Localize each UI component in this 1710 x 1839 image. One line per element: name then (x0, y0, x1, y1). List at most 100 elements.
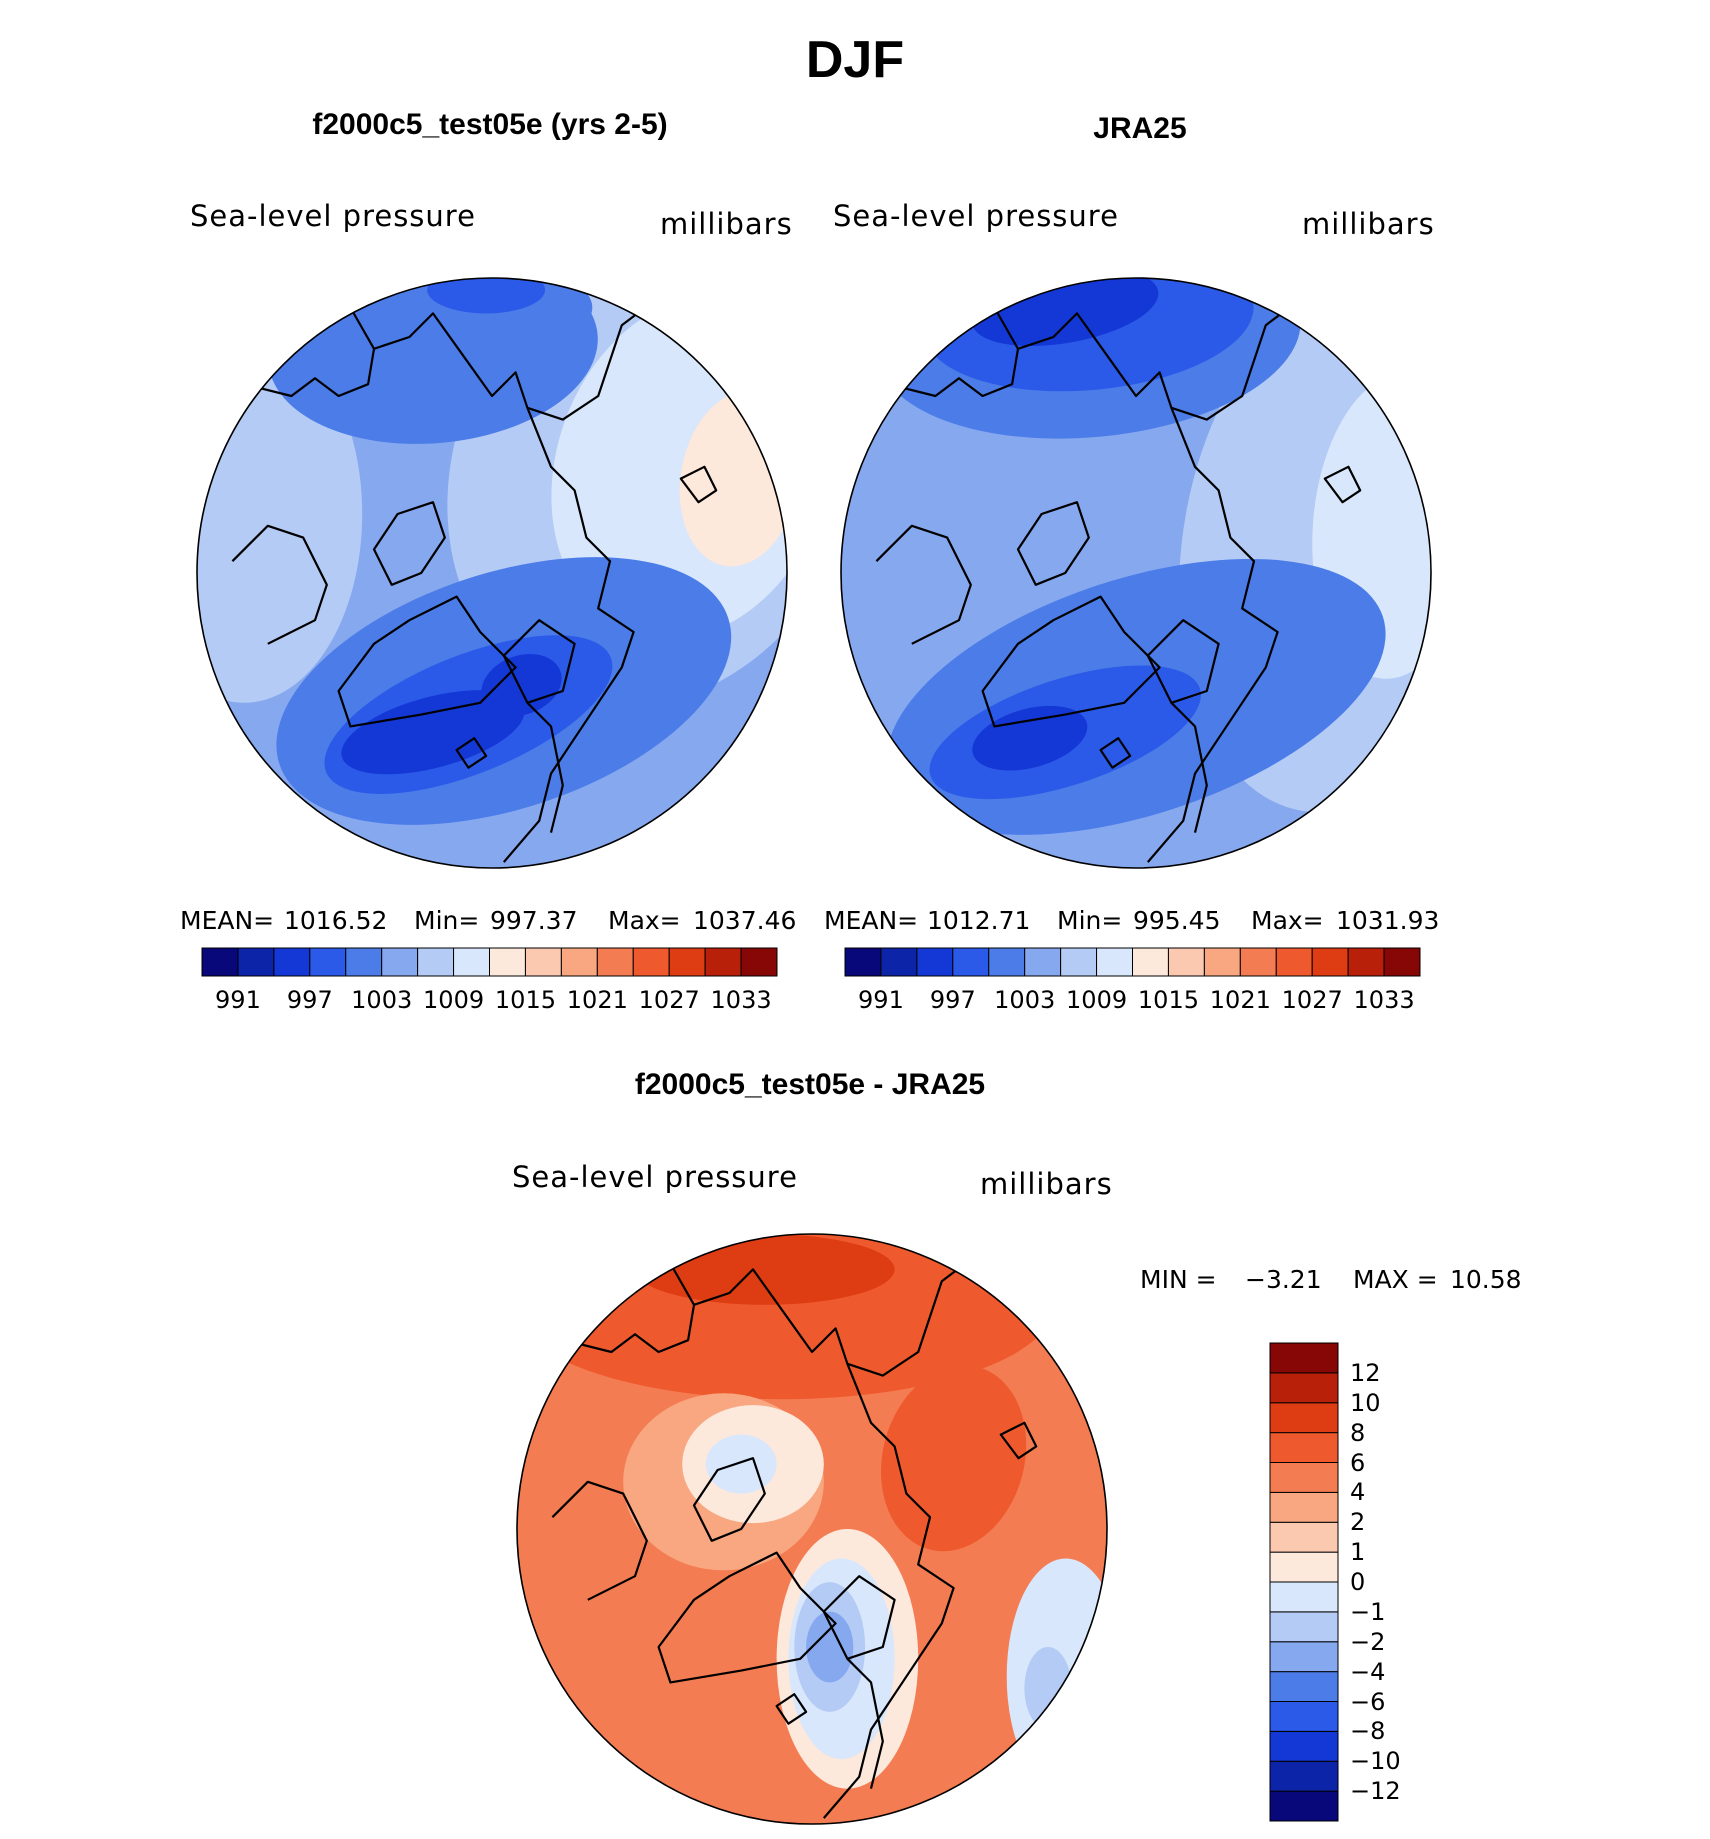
colorbar-tick-label: 1003 (994, 986, 1056, 1014)
colorbar-tick-label: 1009 (1066, 986, 1128, 1014)
panel3-title: f2000c5_test05e - JRA25 (634, 1068, 986, 1101)
coastline (981, 595, 1161, 728)
map-boundary (516, 1233, 1108, 1825)
coastline (1099, 737, 1132, 769)
coastline (846, 1658, 884, 1789)
panel2-min-value: 995.45 (1133, 906, 1221, 935)
panel2-max-value: 1031.93 (1336, 906, 1440, 935)
panel3-max-label: MAX = (1353, 1265, 1438, 1294)
colorbar-swatch (988, 947, 1026, 977)
colorbar-swatch (1311, 947, 1349, 977)
colorbar-swatch (1269, 1521, 1339, 1553)
panel2-max-label: Max= (1251, 906, 1324, 935)
colorbar-tick-label: 1021 (1209, 986, 1271, 1014)
coastline (372, 501, 446, 586)
map-field-1 (197, 278, 787, 868)
colorbar-tick-label: 1 (1350, 1538, 1366, 1567)
panel3-right-label: millibars (980, 1167, 1113, 1201)
colorbar-swatch (1167, 947, 1205, 977)
colorbar-tick-label: 12 (1350, 1358, 1381, 1387)
pressure-contour-region (806, 1611, 854, 1683)
panel1-min-value: 997.37 (490, 906, 578, 935)
colorbar-tick-label: 1015 (494, 986, 556, 1014)
panel1-title: f2000c5_test05e (yrs 2-5) (312, 108, 668, 141)
pressure-contour-region (522, 1703, 866, 1824)
colorbar-swatch (1269, 1402, 1339, 1434)
coastline (231, 524, 328, 645)
panel3-left-label: Sea-level pressure (512, 1160, 798, 1194)
coastlines (551, 1262, 1038, 1819)
colorbar-swatch (1269, 1730, 1339, 1762)
colorbar-tick-label: −2 (1350, 1627, 1386, 1656)
pressure-contour-region (341, 690, 525, 775)
coastlines (231, 306, 718, 863)
colorbar-swatch (880, 947, 918, 977)
colorbar-tick-label: 1021 (566, 986, 628, 1014)
colorbar-swatch (1269, 1342, 1339, 1374)
colorbar-tick-label: 997 (929, 986, 976, 1014)
panel1-max-label: Max= (608, 906, 681, 935)
coastline (822, 1575, 896, 1660)
map-panel-1 (196, 277, 788, 869)
coastline (679, 465, 718, 504)
panel2-right-label: millibars (1302, 207, 1435, 241)
coastline (373, 306, 647, 421)
coastline (657, 1551, 837, 1684)
colorbar-swatch (1269, 1790, 1339, 1822)
colorbar-swatch (417, 947, 455, 977)
colorbar-tick-label: −6 (1350, 1687, 1386, 1716)
colorbar-swatch (1096, 947, 1133, 977)
colorbar-swatch (1275, 947, 1313, 977)
pressure-contour-region (481, 653, 562, 717)
map-boundary (196, 277, 788, 869)
colorbar-tick-label: 1003 (351, 986, 413, 1014)
colorbar-tick-label: −10 (1350, 1747, 1401, 1776)
colorbar-swatch (1269, 1701, 1339, 1732)
colorbar-tick-label: 1027 (1281, 986, 1343, 1014)
colorbar-swatch (632, 947, 670, 977)
colorbar-swatch (740, 947, 778, 977)
colorbar-swatch (704, 947, 742, 977)
coastline (502, 407, 635, 863)
coastline (502, 619, 576, 704)
coastline (1170, 702, 1208, 833)
map-boundary (840, 277, 1432, 869)
coastline (775, 1693, 808, 1725)
colorbar-tick-label: −1 (1350, 1597, 1386, 1626)
colorbar-tick-label: −8 (1350, 1717, 1386, 1746)
panel1-max-value: 1037.46 (693, 906, 797, 935)
colorbar-swatch (273, 947, 311, 977)
colorbar-swatch (345, 947, 383, 977)
coastline (1146, 619, 1220, 704)
map-field-2 (841, 278, 1431, 868)
colorbar-tick-label: 1015 (1137, 986, 1199, 1014)
colorbar-swatch (952, 947, 990, 977)
colorbar-swatch (1239, 947, 1277, 977)
panel1-left-label: Sea-level pressure (190, 199, 476, 233)
colorbar-swatch (1060, 947, 1098, 977)
colorbar-swatch (524, 947, 562, 977)
coastlines (875, 306, 1362, 863)
panel2-mean-label: MEAN= (824, 906, 919, 935)
colorbar-swatch (1269, 1432, 1339, 1463)
pressure-contour-region (972, 705, 1088, 771)
colorbar-swatch (1347, 947, 1385, 977)
colorbar-swatch (560, 947, 598, 977)
colorbar-tick-label: −12 (1350, 1777, 1401, 1806)
pressure-contour-region (1024, 1647, 1072, 1730)
colorbar-swatch (1132, 947, 1169, 977)
colorbar-swatch (1269, 1491, 1339, 1523)
coastline (337, 595, 517, 728)
panel1-right-label: millibars (660, 207, 793, 241)
colorbar-swatch (916, 947, 954, 977)
colorbar-swatch (596, 947, 634, 977)
colorbar-swatch (1269, 1641, 1339, 1673)
colorbar-swatch (453, 947, 490, 977)
colorbar-tick-label: 1027 (638, 986, 700, 1014)
colorbar-tick-label: 1033 (710, 986, 772, 1014)
colorbar-tick-label: 8 (1350, 1418, 1366, 1447)
pressure-contour-region (427, 278, 546, 314)
panel2-mean-value: 1012.71 (927, 906, 1031, 935)
colorbar-1 (201, 947, 778, 977)
colorbar-tick-label: 991 (858, 986, 904, 1014)
